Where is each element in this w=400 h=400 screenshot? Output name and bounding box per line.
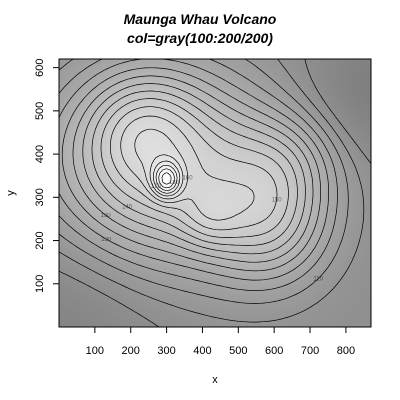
contour-line-145 <box>100 98 289 238</box>
contour-label-170: 170 <box>151 184 162 190</box>
y-tick-label: 500 <box>34 102 46 120</box>
y-tick-label: 100 <box>34 275 46 293</box>
y-tick-label: 600 <box>34 58 46 76</box>
contour-line-160 <box>134 128 188 200</box>
y-axis: 100 200 300 400 500 600 <box>34 58 60 293</box>
x-tick-label: 200 <box>122 345 140 357</box>
contour-line-130 <box>72 75 314 263</box>
x-tick-label: 300 <box>157 345 175 357</box>
y-tick-label: 300 <box>34 188 46 206</box>
contour-line-135 <box>82 83 306 255</box>
contour-label-140: 140 <box>122 205 133 211</box>
x-tick-label: 500 <box>229 345 247 357</box>
x-tick-label: 400 <box>193 345 211 357</box>
x-tick-label: 800 <box>337 345 355 357</box>
contour-label-180: 180 <box>169 180 180 186</box>
y-tick-label: 400 <box>34 145 46 163</box>
contour-line-140 <box>91 90 298 246</box>
x-axis: 100 200 300 400 500 600 700 800 <box>86 326 355 357</box>
x-tick-label: 600 <box>265 345 283 357</box>
contour-lines <box>58 58 372 328</box>
contour-label-160: 160 <box>183 176 194 182</box>
x-tick-label: 700 <box>301 345 319 357</box>
x-axis-title: x <box>212 374 218 386</box>
contour-label-150: 150 <box>272 198 283 204</box>
contour-line-170 <box>152 160 181 194</box>
contour-labels: 110 120 130 140 150 160 170 180 <box>101 176 324 283</box>
chart-subtitle: col=gray(100:200/200) <box>127 30 273 46</box>
contour-line-110 <box>58 58 349 304</box>
x-tick-label: 100 <box>86 345 104 357</box>
contour-line-105 <box>58 58 365 323</box>
elevation-fill <box>59 59 371 327</box>
contour-line-175 <box>155 164 178 192</box>
contour-line-100 <box>58 58 372 328</box>
contour-line-180 <box>158 168 175 189</box>
contour-label-130: 130 <box>101 213 112 219</box>
contour-line-165 <box>149 154 184 197</box>
contour-line-185 <box>161 172 172 185</box>
contour-line-125 <box>61 67 322 272</box>
contour-line-155 <box>120 115 255 221</box>
y-tick-label: 200 <box>34 231 46 249</box>
contour-label-120: 120 <box>101 237 112 243</box>
contour-line-150 <box>109 106 278 231</box>
y-axis-title: y <box>5 190 17 196</box>
plot-area: 110 120 130 140 150 160 170 180 <box>58 58 372 328</box>
contour-label-110: 110 <box>313 277 323 283</box>
chart-title: Maunga Whau Volcano <box>123 11 277 27</box>
contour-line-115 <box>58 58 338 291</box>
contour-line-120 <box>58 58 329 281</box>
